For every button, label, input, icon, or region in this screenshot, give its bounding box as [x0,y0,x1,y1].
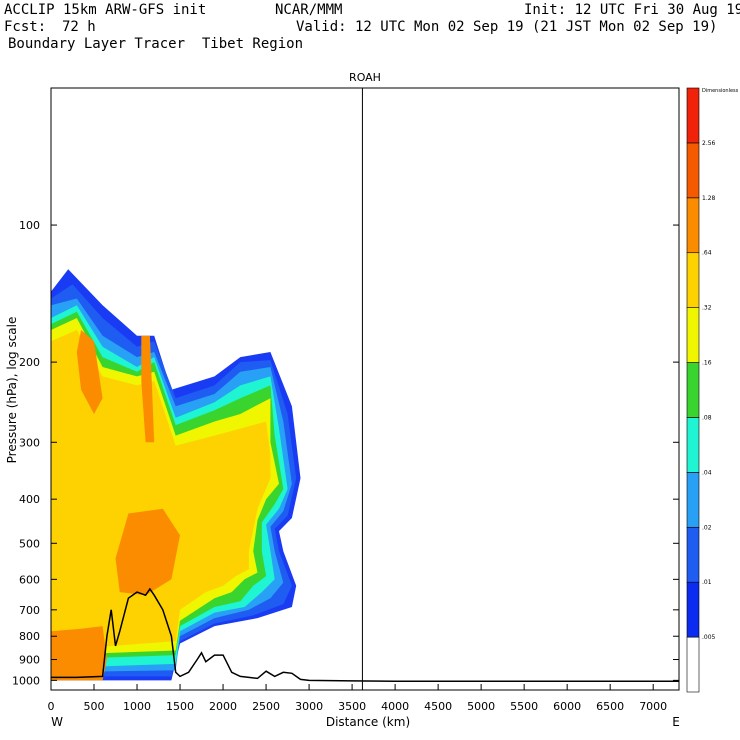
y-tick-label: 800 [19,630,40,643]
x-tick-label: 3000 [295,700,323,713]
contour-fill-1.28 [51,626,107,681]
west-label: W [51,715,63,729]
x-tick-label: 7000 [639,700,667,713]
colorbar-level-label: .64 [702,250,712,257]
x-tick-label: 0 [48,700,55,713]
run-title: ACCLIP 15km ARW-GFS init [4,2,207,18]
y-tick-label: 500 [19,537,40,550]
x-tick-label: 4000 [381,700,409,713]
y-tick-label: 200 [19,356,40,369]
colorbar-level-label: .01 [702,579,712,586]
contour-fill-1.28 [76,330,103,414]
tracer-shading [51,269,301,681]
x-tick-label: 500 [84,700,105,713]
contour-fill-1.28 [141,335,155,443]
y-tick-label: 400 [19,493,40,506]
forecast-label: Fcst: [4,19,47,35]
y-tick-label: 300 [19,436,40,449]
colorbar-swatch [686,197,700,254]
x-tick-label: 3500 [338,700,366,713]
colorbar: .005 .01 .02 .04 .08 .16 .32 .64 1.28 2.56 Dimensi… [686,87,739,693]
colorbar-swatch [686,307,700,363]
y-axis: 100 200 300 400 500 600 700 800 900 1000 [12,219,679,687]
contour-fill-1.28 [115,508,180,596]
colorbar-level-label: .005 [702,634,716,641]
colorbar-swatch [686,252,700,308]
x-axis-label: Distance (km) [326,715,410,729]
x-tick-label: 1500 [166,700,194,713]
colorbar-unit-label: Dimensionless [702,88,739,94]
colorbar-swatch [686,417,700,473]
x-tick-label: 5000 [467,700,495,713]
valid-time-label: Valid: 12 UTC Mon 02 Sep 19 (21 JST Mon … [296,19,718,35]
y-axis-label: Pressure (hPa), log scale [5,317,19,464]
x-tick-label: 4500 [424,700,452,713]
y-tick-label: 1000 [12,674,40,687]
x-tick-label: 1000 [123,700,151,713]
colorbar-swatch [686,142,700,199]
colorbar-level-label: .16 [702,360,712,367]
x-tick-label: 2500 [252,700,280,713]
x-tick-label: 6000 [553,700,581,713]
organization-label: NCAR/MMM [275,2,343,18]
colorbar-swatch [686,87,700,144]
colorbar-level-label: 2.56 [702,140,716,147]
colorbar-level-label: .04 [702,469,712,476]
colorbar-swatch [686,362,700,418]
forecast-hour: 72 h [62,19,96,35]
colorbar-swatch [686,581,700,638]
terrain-profile [51,587,679,683]
x-axis: 0 500 1000 1500 2000 2500 3000 3500 4000 4500 5000… [48,684,667,713]
colorbar-level-label: .02 [702,524,712,531]
contour-fill-.64 [51,330,271,651]
x-tick-label: 2000 [209,700,237,713]
colorbar-level-label: .08 [702,414,712,421]
colorbar-level-label: 1.28 [702,195,716,202]
y-tick-label: 600 [19,573,40,586]
terrain-line [51,587,679,683]
y-tick-label: 900 [19,654,40,667]
x-tick-label: 5500 [510,700,538,713]
plot-frame [50,87,680,691]
x-tick-label: 6500 [596,700,624,713]
field-subtitle: Boundary Layer Tracer Tibet Region [8,36,304,52]
colorbar-level-label: .32 [702,305,712,312]
init-time-label: Init: 12 UTC Fri 30 Aug 19 [524,2,740,18]
colorbar-swatch [686,526,700,583]
y-tick-label: 700 [19,604,40,617]
colorbar-swatch [686,472,700,528]
colorbar-swatch [686,636,700,693]
y-tick-label: 100 [19,219,40,232]
east-label: E [672,715,680,729]
chart-title: ROAH [349,71,381,84]
